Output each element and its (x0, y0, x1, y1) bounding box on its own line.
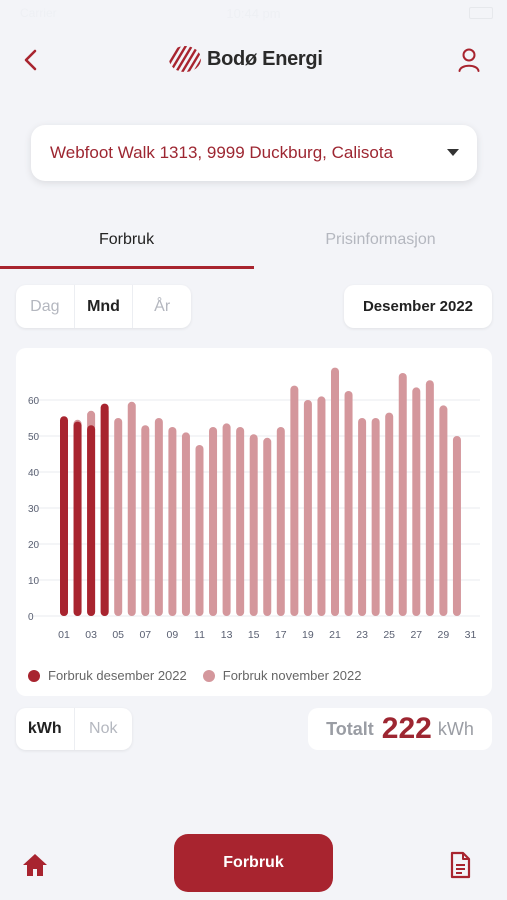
x-tick-label: 17 (275, 629, 287, 641)
battery-icon (469, 7, 493, 19)
x-tick-label: 21 (329, 629, 341, 641)
bar-november (209, 427, 218, 616)
chart-svg: 0 10 20 30 40 50 60 01 03 05 07 09 11 13 15 17 19 21 23 25 2… (28, 367, 480, 641)
unit-kwh-button[interactable]: kWh (16, 708, 75, 750)
x-tick-label: 01 (58, 629, 70, 641)
bar-december (73, 421, 82, 616)
home-button[interactable] (20, 850, 52, 882)
period-month-button[interactable]: Mnd (75, 285, 134, 328)
bar-november (398, 373, 407, 616)
bottom-nav: Forbruk (0, 824, 507, 900)
chevron-left-icon (24, 49, 37, 71)
x-tick-label: 13 (221, 629, 233, 641)
y-tick-label: 40 (28, 468, 40, 479)
period-day-button[interactable]: Dag (16, 285, 75, 328)
bar-november (385, 412, 394, 616)
x-tick-label: 05 (112, 629, 124, 641)
bar-november (371, 418, 380, 616)
bar-november (154, 418, 163, 616)
logo: Bodø Energi (167, 42, 323, 76)
document-icon (450, 851, 471, 879)
bar-november (141, 425, 150, 616)
bar-november (114, 418, 123, 616)
x-tick-label: 09 (167, 629, 179, 641)
logo-mark-icon (169, 46, 201, 72)
legend-dot-december (28, 669, 40, 682)
bar-november (412, 387, 421, 616)
y-tick-label: 60 (28, 396, 40, 407)
app-header: Bodø Energi (0, 40, 507, 80)
period-selector: Dag Mnd År (16, 285, 191, 328)
legend-label-november: Forbruk november 2022 (222, 668, 362, 683)
bar-november (222, 423, 231, 616)
x-tick-label: 31 (465, 629, 477, 641)
consumption-chart: 0 10 20 30 40 50 60 01 03 05 07 09 11 13 15 17 19 21 23 25 2… (16, 348, 492, 696)
x-tick-label: 19 (302, 629, 314, 641)
x-tick-label: 27 (410, 629, 422, 641)
x-tick-label: 29 (438, 629, 450, 641)
tab-bar: Forbruk Prisinformasjon (0, 218, 507, 270)
document-button[interactable] (445, 850, 477, 882)
bar-december (87, 425, 96, 616)
y-tick-label: 20 (28, 540, 40, 551)
x-tick-label: 11 (194, 629, 205, 641)
profile-button[interactable] (453, 44, 485, 76)
legend-label-december: Forbruk desember 2022 (48, 668, 187, 683)
total-box: Totalt 222 kWh (308, 708, 492, 750)
carrier-label: Carrier (20, 6, 57, 20)
x-tick-label: 23 (356, 629, 368, 641)
tab-prisinformasjon[interactable]: Prisinformasjon (325, 231, 436, 248)
active-tab-indicator (0, 266, 254, 269)
y-tick-label: 50 (28, 432, 40, 443)
y-tick-label: 0 (28, 612, 34, 623)
chart-legend: Forbruk desember 2022 Forbruk november 2… (28, 668, 362, 683)
total-unit: kWh (437, 718, 474, 739)
y-tick-label: 10 (28, 576, 40, 587)
bar-november (303, 400, 312, 616)
x-tick-label: 25 (383, 629, 395, 641)
home-icon (23, 854, 47, 876)
legend-item-december: Forbruk desember 2022 (28, 668, 187, 683)
bar-november (344, 391, 353, 616)
bar-december (60, 416, 68, 616)
legend-dot-november (202, 669, 215, 682)
bar-november (439, 405, 448, 616)
total-value: 222 (381, 712, 432, 745)
unit-selector: kWh Nok (16, 708, 132, 750)
month-picker-button[interactable]: Desember 2022 (344, 285, 492, 328)
bar-november (452, 436, 461, 616)
x-tick-label: 15 (248, 629, 260, 641)
bar-november (127, 401, 136, 616)
caret-down-icon (447, 149, 459, 156)
status-bar: Carrier 10:44 pm (0, 0, 507, 28)
bar-november (195, 445, 204, 616)
bar-november (276, 427, 285, 616)
address-value: Webfoot Walk 1313, 9999 Duckburg, Caliso… (50, 143, 394, 162)
unit-nok-button[interactable]: Nok (89, 720, 118, 737)
address-dropdown[interactable]: Webfoot Walk 1313, 9999 Duckburg, Caliso… (31, 125, 477, 181)
tab-forbruk[interactable]: Forbruk (98, 231, 155, 248)
status-time: 10:44 pm (226, 6, 281, 21)
bar-november (358, 418, 367, 616)
user-icon (458, 48, 480, 72)
bar-november (236, 427, 245, 616)
x-tick-label: 07 (139, 629, 151, 641)
y-tick-label: 30 (28, 504, 40, 515)
bar-november (181, 432, 190, 616)
bar-november (290, 385, 299, 616)
period-year-button[interactable]: År (154, 297, 171, 315)
bar-december (100, 403, 109, 616)
total-label: Totalt (326, 718, 374, 739)
back-button[interactable] (16, 44, 48, 76)
bar-november (317, 396, 326, 616)
logo-text: Bodø Energi (207, 47, 323, 70)
bar-november (263, 437, 272, 616)
bar-november (249, 434, 258, 616)
bar-november (425, 380, 434, 616)
forbruk-nav-button[interactable]: Forbruk (174, 834, 333, 892)
x-tick-label: 03 (85, 629, 97, 641)
bar-november (168, 427, 177, 616)
bar-november (331, 367, 339, 616)
legend-item-november: Forbruk november 2022 (202, 668, 362, 683)
